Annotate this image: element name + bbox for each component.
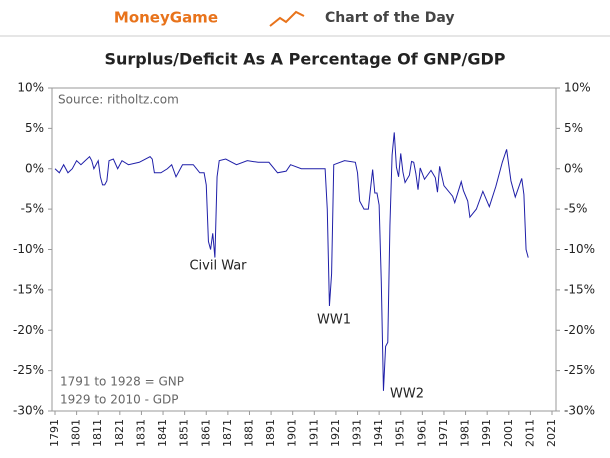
logo xyxy=(269,10,305,27)
x-tick-label: 1861 xyxy=(199,419,212,447)
x-tick-label: 2001 xyxy=(502,419,515,447)
brand: MoneyGame xyxy=(114,9,218,27)
y-tick-label: -5% xyxy=(21,202,44,216)
y2-tick-label: 0% xyxy=(564,161,583,175)
y2-tick-label: 5% xyxy=(564,121,583,135)
y-tick-label: -30% xyxy=(13,404,44,418)
note: 1791 to 1928 = GNP xyxy=(60,375,184,389)
plot-area xyxy=(51,87,557,412)
annotation: WW1 xyxy=(317,313,351,328)
x-tick-label: 1941 xyxy=(372,419,385,447)
y-tick-label: -20% xyxy=(13,323,44,337)
x-tick-label: 1821 xyxy=(113,419,126,447)
y-tick-label: -10% xyxy=(13,242,44,256)
annotation: WW2 xyxy=(390,387,424,402)
x-tick-label: 1901 xyxy=(286,419,299,447)
chart-title: Surplus/Deficit As A Percentage Of GNP/G… xyxy=(105,50,506,69)
x-tick-label: 1801 xyxy=(70,419,83,447)
y2-tick-label: -10% xyxy=(564,242,595,256)
x-tick-label: 1951 xyxy=(394,419,407,447)
y-tick-label: 0% xyxy=(25,161,44,175)
y2-tick-label: 10% xyxy=(564,81,591,95)
x-tick-label: 1971 xyxy=(437,419,450,447)
y2-tick-label: -15% xyxy=(564,282,595,296)
y-tick-label: -15% xyxy=(13,282,44,296)
x-tick-label: 1831 xyxy=(134,419,147,447)
x-tick-label: 1881 xyxy=(242,419,255,447)
x-tick-label: 1991 xyxy=(480,419,493,447)
x-tick-label: 1981 xyxy=(459,419,472,447)
x-tick-label: 1961 xyxy=(415,419,428,447)
note: 1929 to 2010 - GDP xyxy=(60,393,179,407)
y-tick-label: 10% xyxy=(17,81,44,95)
x-tick-label: 1931 xyxy=(351,419,364,447)
y2-tick-label: -5% xyxy=(564,202,587,216)
x-tick-label: 1891 xyxy=(264,419,277,447)
y-tick-label: 5% xyxy=(25,121,44,135)
x-tick-label: 1851 xyxy=(178,419,191,447)
y2-tick-label: -30% xyxy=(564,404,595,418)
source: Source: ritholtz.com xyxy=(58,93,179,107)
x-tick-label: 1811 xyxy=(91,419,104,447)
x-tick-label: 1791 xyxy=(48,419,61,447)
annotation: Civil War xyxy=(189,259,247,274)
y2-tick-label: -20% xyxy=(564,323,595,337)
tagline: Chart of the Day xyxy=(325,10,455,26)
x-tick-label: 1871 xyxy=(221,419,234,447)
x-tick-label: 2011 xyxy=(523,419,536,447)
x-tick-label: 1911 xyxy=(307,419,320,447)
y2-tick-label: -25% xyxy=(564,363,595,377)
data-line xyxy=(54,132,529,391)
y-tick-label: -25% xyxy=(13,363,44,377)
x-tick-label: 2021 xyxy=(545,419,558,447)
x-tick-label: 1921 xyxy=(329,419,342,447)
x-tick-label: 1841 xyxy=(156,419,169,447)
